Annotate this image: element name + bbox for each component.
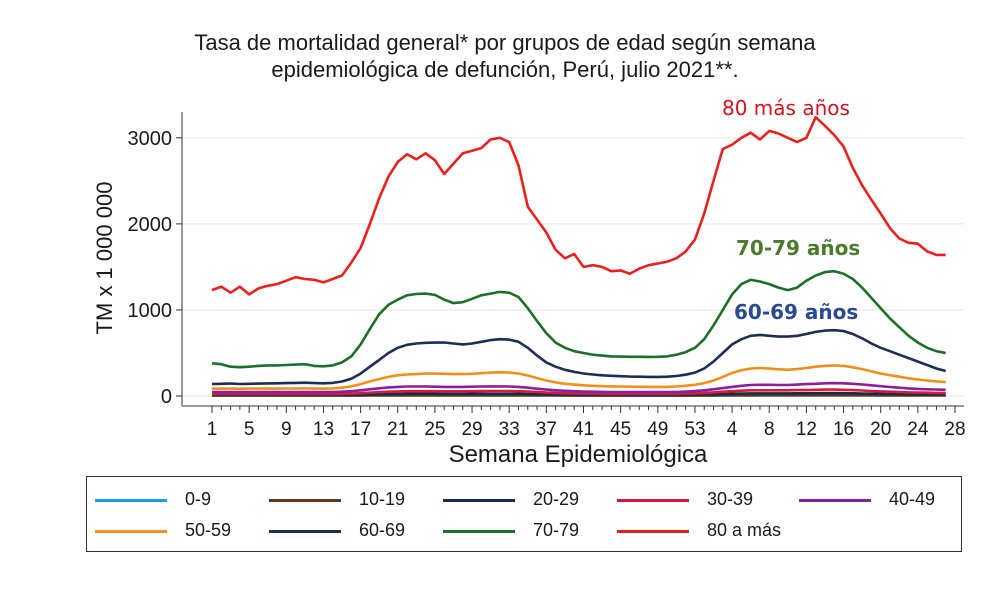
series-line-30-39 [212, 388, 946, 396]
x-tick-label-20: 28 [944, 419, 965, 440]
x-tick-label-9: 37 [536, 419, 557, 440]
y-tick-label-3: 3000 [128, 128, 173, 150]
legend-label: 80 a más [707, 520, 782, 540]
x-tick-label-4: 17 [350, 419, 371, 440]
series-line-60-69 [211, 328, 947, 386]
legend-item-10-19: 10-19 [269, 489, 439, 511]
legend-item-70-79: 70-79 [443, 520, 613, 542]
x-tick-label-7: 29 [461, 419, 482, 440]
x-tick-label-8: 33 [499, 419, 520, 440]
legend-swatch [443, 499, 515, 502]
y-axis-title: TM x 1 000 000 [92, 182, 117, 335]
legend: 0-9 10-19 20-29 30-39 40-49 50-59 60-69 70-79 80… [86, 476, 962, 552]
chart-title-line-2: epidemiológica de defunción, Perú, julio… [271, 57, 739, 82]
legend-swatch [269, 499, 341, 502]
x-tick-label-2: 9 [281, 419, 292, 440]
series-line-50-59 [211, 364, 946, 391]
x-tick-label-19: 24 [907, 419, 929, 440]
legend-label: 70-79 [533, 520, 580, 540]
x-tick-label-16: 12 [796, 419, 817, 440]
annotation-60-69: 60-69 años [734, 300, 859, 324]
legend-label: 0-9 [185, 489, 212, 509]
x-tick-label-15: 8 [764, 419, 775, 440]
x-tick-label-17: 16 [833, 419, 854, 440]
legend-item-80-a-más: 80 a más [617, 520, 787, 542]
y-tick-label-0: 0 [161, 386, 172, 408]
legend-item-20-29: 20-29 [443, 489, 613, 511]
legend-item-60-69: 60-69 [269, 520, 439, 542]
legend-item-40-49: 40-49 [799, 489, 969, 511]
x-tick-label-3: 13 [313, 419, 334, 440]
chart-title-line-1: Tasa de mortalidad general* por grupos d… [194, 30, 816, 55]
legend-item-0-9: 0-9 [95, 489, 265, 511]
x-tick-label-6: 25 [424, 419, 445, 440]
legend-label: 10-19 [359, 489, 406, 509]
legend-swatch [617, 530, 689, 533]
legend-label: 20-29 [533, 489, 580, 509]
x-tick-label-0: 1 [207, 419, 218, 440]
legend-label: 40-49 [889, 489, 936, 509]
legend-label: 50-59 [185, 520, 232, 540]
legend-label: 60-69 [359, 520, 406, 540]
legend-swatch [617, 499, 689, 502]
x-tick-label-12: 49 [647, 419, 668, 440]
series-line-70-79 [211, 269, 946, 369]
x-tick-label-5: 21 [387, 419, 408, 440]
annotation-70-79: 70-79 años [736, 236, 861, 260]
legend-swatch [269, 530, 341, 533]
legend-swatch [95, 499, 167, 502]
y-tick-label-2: 2000 [128, 214, 173, 236]
x-tick-label-14: 4 [727, 419, 738, 440]
x-tick-label-13: 53 [684, 419, 705, 440]
y-tick-label-1: 1000 [128, 300, 173, 322]
legend-label: 30-39 [707, 489, 754, 509]
legend-swatch [443, 530, 515, 533]
x-tick-label-10: 41 [573, 419, 594, 440]
legend-swatch [799, 499, 871, 502]
x-tick-label-1: 5 [244, 419, 255, 440]
series-line-40-49 [212, 381, 946, 394]
x-tick-label-11: 45 [610, 419, 631, 440]
legend-swatch [95, 530, 167, 533]
x-axis-title: Semana Epidemiológica [449, 441, 708, 468]
legend-item-50-59: 50-59 [95, 520, 265, 542]
annotation-80-mas: 80 más años [722, 96, 850, 120]
series-line-80-a-más [211, 115, 946, 296]
legend-item-30-39: 30-39 [617, 489, 787, 511]
x-tick-label-18: 20 [870, 419, 891, 440]
